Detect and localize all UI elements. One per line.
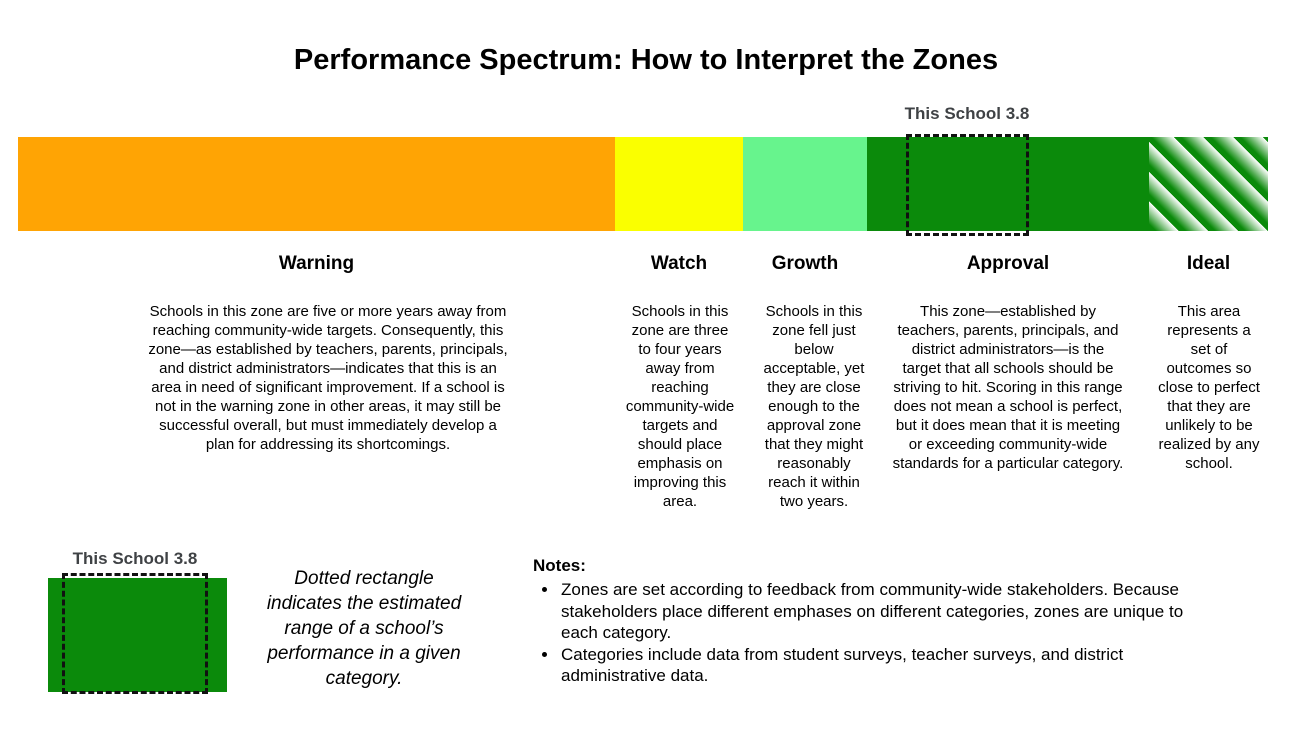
zone-approval-swatch (867, 137, 1149, 231)
notes-heading: Notes: (533, 556, 586, 575)
zone-description-approval: This zone—established by teachers, paren… (892, 303, 1124, 472)
zone-label-warning: Warning (278, 253, 355, 274)
legend-caption: Dotted rectangle indicates the estimated… (266, 568, 462, 689)
zone-ideal-swatch (1149, 137, 1268, 231)
zone-description-warning: Schools in this zone are five or more ye… (148, 303, 508, 453)
legend-marker-rect (62, 573, 208, 694)
school-marker-rect (906, 134, 1029, 236)
zone-warning-swatch (18, 137, 615, 231)
zone-watch-swatch (615, 137, 743, 231)
zone-growth-swatch (743, 137, 867, 231)
zone-bar (18, 137, 1268, 231)
notes-list: Zones are set according to feedback from… (533, 579, 1198, 687)
page-title: Performance Spectrum: How to Interpret t… (293, 44, 999, 76)
zone-label-approval: Approval (966, 253, 1050, 274)
zone-label-ideal: Ideal (1186, 253, 1231, 274)
legend-zone-swatch (48, 578, 227, 692)
note-item: Categories include data from student sur… (559, 644, 1198, 687)
legend-marker-label: This School 3.8 (72, 549, 198, 568)
notes-section: Notes: Zones are set according to feedba… (533, 556, 1198, 687)
zone-label-growth: Growth (771, 253, 839, 274)
note-item: Zones are set according to feedback from… (559, 579, 1198, 644)
zone-description-growth: Schools in this zone fell just below acc… (763, 303, 865, 510)
zone-label-watch: Watch (650, 253, 708, 274)
school-marker-label: This School 3.8 (904, 104, 1030, 123)
zone-description-ideal: This area represents a set of outcomes s… (1158, 303, 1260, 472)
zone-description-watch: Schools in this zone are three to four y… (625, 303, 735, 510)
